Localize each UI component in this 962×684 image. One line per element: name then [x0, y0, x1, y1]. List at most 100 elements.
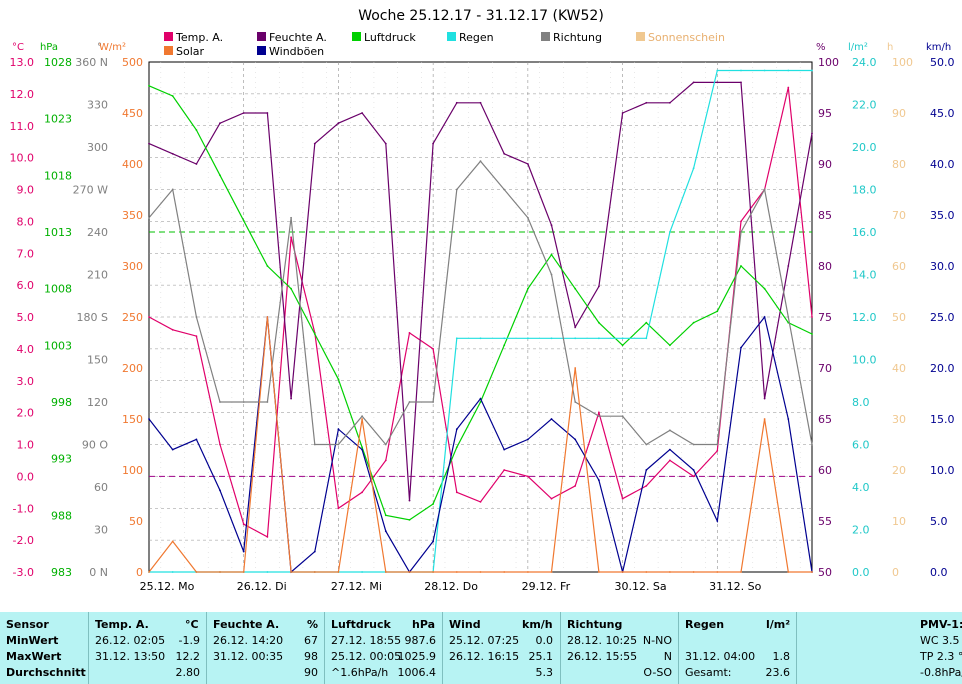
axis-tick-sunshine-6: 40: [892, 362, 906, 375]
axis-tick-temp-13: 0.0: [17, 470, 35, 483]
stats-max-dir-t: 26.12. 15:55: [567, 650, 638, 663]
series-point-temp-a-13: [455, 491, 458, 494]
axis-tick-direction-2: 300: [87, 141, 108, 154]
series-point-richtung-5: [266, 401, 269, 403]
series-point-solar-3: [219, 571, 221, 573]
axis-tick-direction-11: 30: [94, 524, 108, 537]
stats-min-dir-t: 28.12. 10:25: [567, 634, 638, 647]
series-point-temp-a-3: [219, 443, 221, 446]
stats-header-pressure-unit: hPa: [412, 618, 436, 631]
axis-tick-solar-0: 500: [122, 56, 143, 69]
axis-tick-wind-6: 20.0: [930, 362, 955, 375]
stats-max-hum-t: 31.12. 00:35: [213, 650, 284, 663]
series-point-richtung-12: [432, 401, 434, 403]
axis-tick-rain-11: 2.0: [852, 524, 870, 537]
series-point-luftdruck-26: [763, 287, 766, 290]
series-point-feuchte-a-8: [337, 122, 340, 125]
stats-max-rain-v: 1.8: [772, 650, 791, 663]
series-point-regen-5: [266, 571, 269, 573]
series-point-solar-15: [503, 571, 506, 573]
axis-tick-humidity-4: 80: [818, 260, 832, 273]
axis-tick-wind-1: 45.0: [930, 107, 955, 120]
stats-min-pmv: WC 3.5 °: [920, 634, 962, 647]
axis-tick-temp-9: 4.0: [17, 343, 35, 356]
series-point-feuchte-a-14: [479, 101, 482, 104]
series-point-richtung-19: [598, 415, 600, 418]
series-point-feuchte-a-4: [242, 112, 245, 114]
stats-header-humidity: Feuchte A.: [213, 618, 280, 631]
stats-max-wind-v: 25.1: [528, 650, 554, 663]
series-point-feuchte-a-12: [432, 142, 434, 145]
axis-tick-wind-4: 30.0: [930, 260, 955, 273]
series-point-regen-17: [550, 337, 553, 340]
axis-tick-sunshine-9: 10: [892, 515, 906, 528]
series-point-luftdruck-9: [361, 446, 363, 449]
stats-header-humidity-unit: %: [307, 618, 319, 631]
stats-max-hum-v: 98: [304, 650, 318, 663]
axis-tick-humidity-9: 55: [818, 515, 832, 528]
series-point-solar-22: [669, 571, 671, 573]
axis-unit-pressure: hPa: [40, 42, 58, 53]
series-point-solar-17: [550, 571, 553, 573]
series-point-feuchte-a-25: [740, 81, 742, 84]
axis-tick-humidity-0: 100: [818, 56, 839, 69]
series-point-windb-en-2: [195, 438, 198, 441]
axis-tick-direction-9: 90 O: [82, 439, 108, 452]
series-point-solar-21: [645, 571, 648, 573]
stats-header-temp-unit: °C: [185, 618, 199, 631]
series-point-solar-28: [811, 571, 813, 573]
stats-max-wind-t: 26.12. 16:15: [449, 650, 520, 663]
series-point-regen-23: [692, 167, 695, 170]
series-point-windb-en-13: [455, 428, 458, 431]
stats-min-dir-v: N-NO: [642, 634, 672, 647]
stats-min-press-t: 27.12. 18:55: [331, 634, 402, 647]
series-point-feuchte-a-11: [408, 499, 411, 502]
axis-tick-humidity-7: 65: [818, 413, 832, 426]
axis-tick-solar-1: 450: [122, 107, 143, 120]
axis-tick-pressure-0: 1028: [44, 56, 72, 69]
series-point-richtung-9: [361, 415, 363, 418]
legend-label-6: Richtung: [553, 31, 602, 44]
series-point-luftdruck-10: [384, 514, 387, 517]
stats-avg-pmv: -0.8hPa/: [920, 666, 962, 679]
series-point-luftdruck-23: [692, 321, 695, 324]
axis-tick-sunshine-0: 100: [892, 56, 913, 69]
axis-tick-direction-5: 210: [87, 269, 108, 282]
axis-tick-temp-5: 8.0: [17, 215, 35, 228]
series-point-luftdruck-18: [574, 287, 577, 290]
series-point-regen-19: [598, 337, 600, 340]
axis-tick-pressure-2: 1018: [44, 169, 72, 182]
series-point-windb-en-12: [432, 540, 434, 543]
axis-tick-temp-16: -3.0: [13, 566, 34, 579]
stats-header-rain-unit: l/m²: [766, 618, 791, 631]
stats-max-pmv: TP 2.3 °(: [920, 650, 962, 663]
axis-unit-rain: l/m²: [848, 42, 868, 53]
series-point-richtung-23: [692, 443, 695, 446]
axis-tick-wind-10: 0.0: [930, 566, 948, 579]
stats-header-pressure: Luftdruck: [331, 618, 391, 631]
series-point-temp-a-14: [479, 501, 482, 503]
series-point-feuchte-a-23: [692, 81, 695, 84]
axis-tick-sunshine-7: 30: [892, 413, 906, 426]
axis-unit-humidity: %: [816, 42, 826, 53]
stats-header-rain: Regen: [685, 618, 725, 631]
stats-header-pmv: PMV-1:: [920, 618, 962, 631]
axis-tick-wind-5: 25.0: [930, 311, 955, 324]
stats-min-hum-t: 26.12. 14:20: [213, 634, 284, 647]
series-point-windb-en-14: [479, 397, 482, 400]
series-point-feuchte-a-15: [503, 152, 506, 155]
legend-label-5: Regen: [459, 31, 494, 44]
x-tick-label-1: 26.12. Di: [237, 580, 287, 593]
axis-tick-humidity-8: 60: [818, 464, 832, 477]
series-point-feuchte-a-10: [384, 142, 387, 145]
axis-tick-sunshine-1: 90: [892, 107, 906, 120]
series-point-regen-13: [455, 337, 458, 340]
series-point-temp-a-19: [598, 411, 600, 414]
series-point-solar-11: [408, 571, 411, 573]
axis-tick-rain-9: 6.0: [852, 439, 870, 452]
series-point-richtung-6: [290, 216, 292, 219]
stats-header-direction: Richtung: [567, 618, 623, 631]
series-point-feuchte-a-9: [361, 112, 363, 114]
series-point-luftdruck-16: [527, 287, 529, 290]
